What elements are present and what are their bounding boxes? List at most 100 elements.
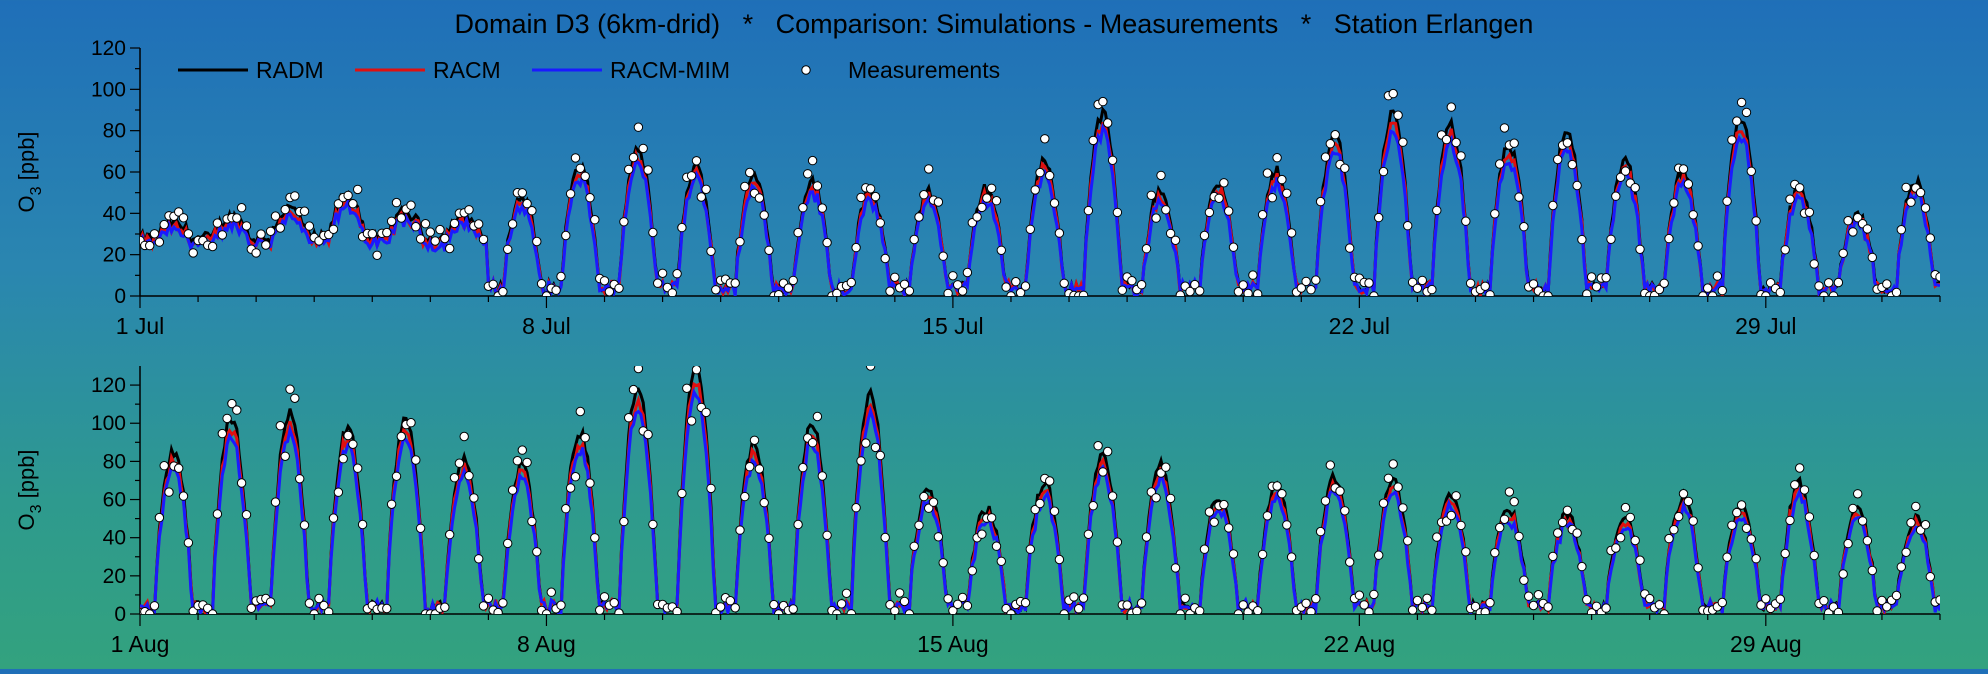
measurement-point <box>1901 182 1911 193</box>
measurement-point <box>1272 481 1282 491</box>
measurement-point <box>532 547 542 557</box>
measurement-point <box>304 598 315 608</box>
measurement-point <box>1625 512 1636 523</box>
measurement-point <box>1528 600 1539 611</box>
measurement-point <box>188 248 198 258</box>
measurement-point <box>1533 590 1544 600</box>
measurement-points <box>140 366 1940 614</box>
measurement-point <box>1906 518 1916 528</box>
measurement-point <box>454 458 465 468</box>
measurement-point <box>856 192 866 203</box>
measurement-point <box>682 383 692 393</box>
measurement-point <box>1761 291 1771 296</box>
measurement-point <box>904 609 915 614</box>
measurement-point <box>1896 562 1907 572</box>
measurement-point <box>1562 505 1573 515</box>
measurement-point <box>1059 609 1069 614</box>
measurement-point <box>1495 159 1505 169</box>
measurement-point <box>1136 280 1147 290</box>
measurement-point <box>178 213 189 223</box>
measurement-point <box>1780 245 1790 255</box>
measurement-point <box>1717 285 1728 296</box>
measurement-point <box>938 251 948 261</box>
measurement-point <box>488 279 498 289</box>
measurement-point <box>1306 607 1316 614</box>
measurement-point <box>517 445 527 455</box>
measurement-point <box>1819 291 1829 296</box>
measurement-point <box>1446 510 1457 521</box>
measurement-point <box>996 556 1006 566</box>
measurement-point <box>164 487 174 497</box>
measurement-point <box>1620 166 1631 176</box>
measurement-point <box>1277 174 1287 185</box>
measurement-point <box>1030 504 1040 515</box>
measurement-point <box>343 190 353 201</box>
y-axis-label: O3 [ppb] <box>14 449 45 530</box>
measurement-point <box>585 478 595 488</box>
measurement-point <box>1340 506 1350 516</box>
measurement-point <box>745 167 755 178</box>
measurement-point <box>914 520 924 530</box>
measurement-point <box>1761 594 1771 604</box>
measurement-point <box>1374 212 1384 223</box>
measurement-point <box>154 237 165 247</box>
measurement-point <box>1756 600 1766 610</box>
measurement-point <box>919 491 929 502</box>
measurement-point <box>1553 154 1563 165</box>
measurement-point <box>1243 288 1253 296</box>
measurement-point <box>1107 491 1118 501</box>
measurement-point <box>561 504 571 514</box>
measurement-point <box>885 600 895 610</box>
measurement-point <box>1795 463 1805 473</box>
measurement-point <box>691 156 702 166</box>
measurement-point <box>1935 272 1940 282</box>
measurement-point <box>1915 187 1926 198</box>
measurement-point <box>1170 563 1181 573</box>
measurement-point <box>1315 526 1326 537</box>
measurement-point <box>672 269 682 279</box>
measurement-point <box>1567 159 1578 170</box>
measurement-point <box>1185 286 1195 296</box>
measurement-point <box>1688 210 1698 220</box>
measurement-point <box>1891 287 1902 296</box>
measurement-point <box>178 491 189 501</box>
measurement-point <box>643 165 653 175</box>
measurement-point <box>657 268 668 278</box>
measurement-point <box>648 227 658 238</box>
measurement-point <box>464 205 474 215</box>
measurement-point <box>1199 230 1210 241</box>
measurement-point <box>1195 286 1205 296</box>
measurement-point <box>1659 278 1669 288</box>
measurement-point <box>1688 516 1698 526</box>
measurement-point <box>1054 228 1065 238</box>
measurement-point <box>212 218 223 228</box>
measurement-point <box>1848 227 1858 237</box>
measurement-point <box>149 229 160 239</box>
measurement-point <box>275 421 285 431</box>
measurement-point <box>1219 499 1229 510</box>
measurement-point <box>672 606 682 614</box>
measurement-point <box>474 554 484 564</box>
measurement-point <box>270 497 281 507</box>
measurement-point <box>1393 110 1403 120</box>
measurement-point <box>507 219 518 229</box>
measurement-point <box>1088 501 1098 511</box>
measurement-point <box>774 609 784 614</box>
measurement-point <box>551 285 561 295</box>
measurement-point <box>353 463 363 473</box>
measurement-point <box>1712 271 1723 281</box>
measurement-point <box>880 253 890 264</box>
y-tick-label: 40 <box>103 527 126 550</box>
panel-august: 0 20 40 60 80 100 120 O3 [ppb] 1 Aug 8 Aug 15 Aug 2… <box>14 366 1941 657</box>
measurement-point <box>1253 606 1263 614</box>
measurement-point <box>386 216 397 227</box>
measurement-point <box>851 503 861 513</box>
measurement-point <box>1277 489 1287 499</box>
measurement-point <box>1364 278 1374 288</box>
measurement-point <box>1311 594 1321 604</box>
chart-title: Domain D3 (6km-drid) * Comparison: Simul… <box>455 9 1534 39</box>
measurement-point <box>207 609 218 614</box>
measurement-point <box>217 428 228 439</box>
measurement-point <box>1485 290 1495 296</box>
measurement-point <box>706 483 716 494</box>
